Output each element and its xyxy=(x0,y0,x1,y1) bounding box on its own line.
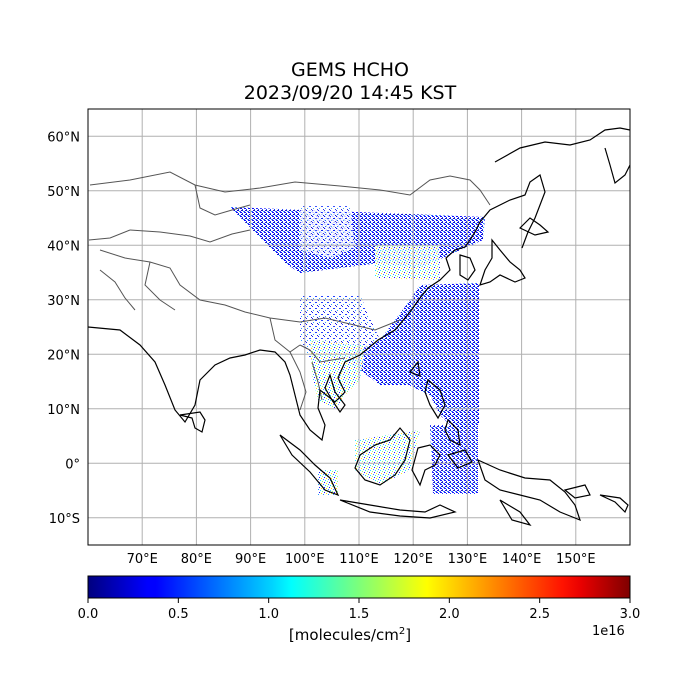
colorbar-tick-label: 0.5 xyxy=(168,607,189,622)
longitude-labels: 70°E 80°E 90°E 100°E 110°E 120°E 130°E 140°E 150… xyxy=(127,552,596,567)
colorbar-units: [molecules/cm2] xyxy=(288,626,412,644)
map-timestamp: 2023/09/20 14:45 KST xyxy=(243,82,457,104)
lat-tick-label: 20°N xyxy=(47,348,80,363)
colorbar-multiplier: 1e16 xyxy=(592,624,625,639)
lat-tick-label: 10°N xyxy=(47,403,80,418)
colorbar-tick-label: 2.5 xyxy=(529,607,550,622)
lat-tick-label: 50°N xyxy=(47,185,80,200)
lon-tick-label: 80°E xyxy=(181,552,212,567)
lat-tick-label: 0° xyxy=(65,457,80,472)
latitude-labels: 60°N 50°N 40°N 30°N 20°N 10°N 0° 10°S xyxy=(47,130,80,527)
lon-tick-label: 140°E xyxy=(502,552,542,567)
coastlines xyxy=(88,127,630,527)
lat-tick-label: 30°N xyxy=(47,294,80,309)
lat-tick-label: 60°N xyxy=(47,130,80,145)
hcho-data-layer xyxy=(230,205,485,495)
lon-tick-label: 120°E xyxy=(393,552,433,567)
lon-tick-label: 70°E xyxy=(127,552,158,567)
colorbar-tick-label: 3.0 xyxy=(620,607,641,622)
map-title: GEMS HCHO xyxy=(290,59,410,81)
lon-tick-label: 100°E xyxy=(285,552,325,567)
lon-tick-label: 90°E xyxy=(235,552,266,567)
lon-tick-label: 110°E xyxy=(339,552,379,567)
colorbar xyxy=(87,575,631,599)
lat-tick-label: 10°S xyxy=(49,512,80,527)
colorbar-tick-label: 1.5 xyxy=(349,607,370,622)
colorbar-tick-label: 1.0 xyxy=(258,607,279,622)
colorbar-tick-label: 2.0 xyxy=(439,607,460,622)
lat-tick-label: 40°N xyxy=(47,239,80,254)
lon-tick-label: 130°E xyxy=(448,552,488,567)
map-frame xyxy=(87,108,631,546)
colorbar-tick-label: 0.0 xyxy=(78,607,99,622)
country-borders xyxy=(88,171,491,411)
lon-tick-label: 150°E xyxy=(556,552,596,567)
colorbar-ticks: 0.0 0.5 1.0 1.5 2.0 2.5 3.0 xyxy=(78,598,641,622)
